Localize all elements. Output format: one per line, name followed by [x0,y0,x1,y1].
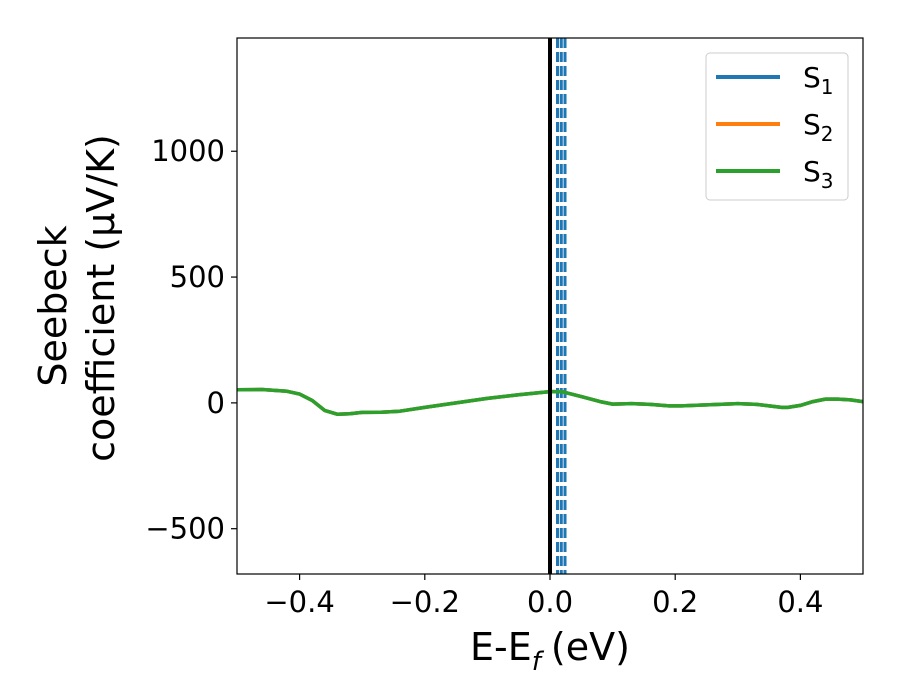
x-tick-label: 0.4 [777,585,823,619]
axis-ticks: −0.4 −0.2 0.0 0.2 0.4 −500 0 500 1000 [145,134,823,619]
x-tick-label: 0.0 [527,585,573,619]
legend-label-s2: S2 [803,108,834,146]
legend-label-s1: S1 [803,61,834,99]
legend-box [705,52,849,201]
legend: S1 S2 S3 [705,52,849,201]
y-tick-label: −500 [145,512,225,546]
x-tick-label: −0.4 [264,585,334,619]
x-tick-label: 0.2 [652,585,698,619]
series-line-s3 [237,387,863,416]
legend-label-s3: S3 [803,155,834,193]
plot-area [237,38,863,574]
y-axis-label: Seebeck coefficient (μV/K) [31,134,123,462]
y-axis-label-line2: coefficient (μV/K) [79,134,123,462]
x-axis-label-main: E-E [470,625,532,669]
y-tick-label: 0 [207,386,225,420]
x-axis-label: E-Ef (eV) [470,625,630,677]
x-tick-label: −0.2 [390,585,460,619]
y-tick-label: 500 [170,260,225,294]
x-axis-label-sub: f [532,647,545,677]
y-tick-label: 1000 [151,134,225,168]
x-axis-label-unit: (eV) [551,625,630,669]
y-axis-label-line1: Seebeck [31,225,75,386]
